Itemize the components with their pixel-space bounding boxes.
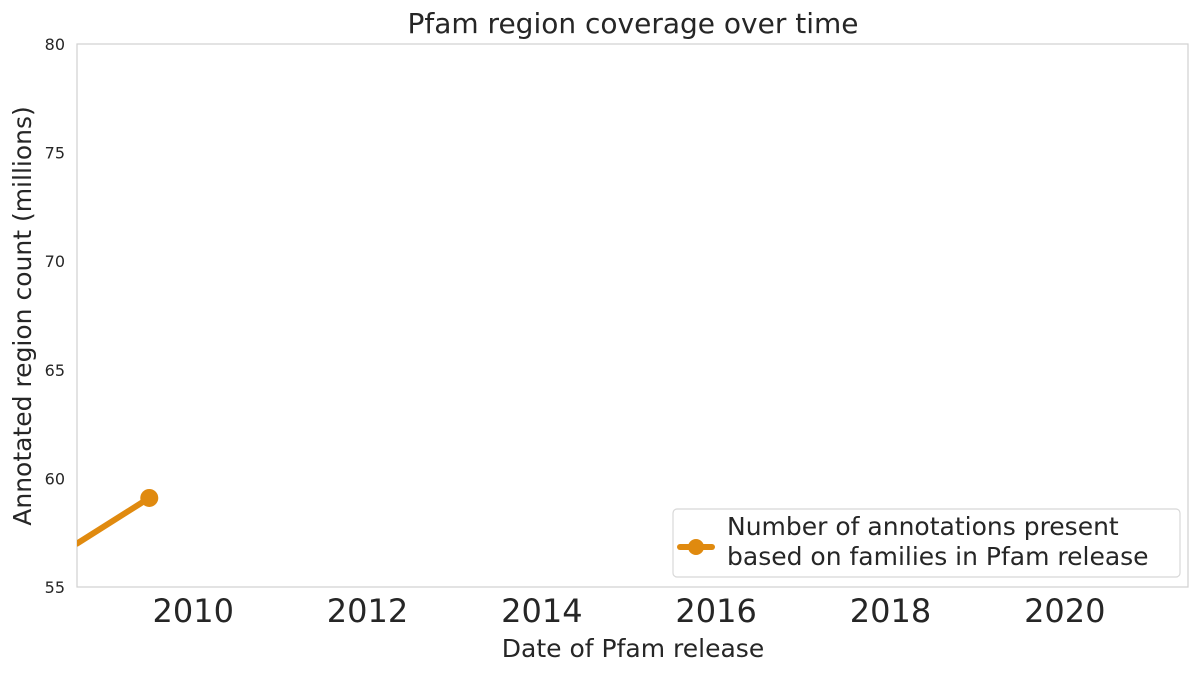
y-tick-labels: 55 60 65 70 75 80 [45,35,65,597]
y-tick-label: 65 [45,361,65,380]
x-axis-label: Date of Pfam release [502,634,764,663]
legend: Number of annotations present based on fa… [672,508,1181,578]
y-tick-label: 60 [45,469,65,488]
y-axis-label: Annotated region count (millions) [8,106,37,526]
y-tick-label: 55 [45,578,65,597]
y-tick-label: 70 [45,252,65,271]
x-tick-label: 2020 [1024,592,1105,630]
legend-entry-label: Number of annotations present based on fa… [727,512,1149,571]
plot-area [76,43,1189,588]
y-tick-label: 75 [45,144,65,163]
x-tick-label: 2018 [850,592,931,630]
legend-point-marker [688,539,704,555]
x-tick-labels: 2010 2012 2014 2016 2018 2020 [152,592,1105,630]
x-tick-label: 2012 [327,592,408,630]
chart-title: Pfam region coverage over time [407,7,858,40]
y-tick-label: 80 [45,35,65,54]
legend-box [672,508,1181,578]
data-point [140,488,159,507]
series-layer [77,488,159,547]
series-line [77,494,153,547]
x-tick-label: 2014 [501,592,582,630]
x-tick-label: 2010 [152,592,233,630]
x-tick-label: 2016 [675,592,756,630]
